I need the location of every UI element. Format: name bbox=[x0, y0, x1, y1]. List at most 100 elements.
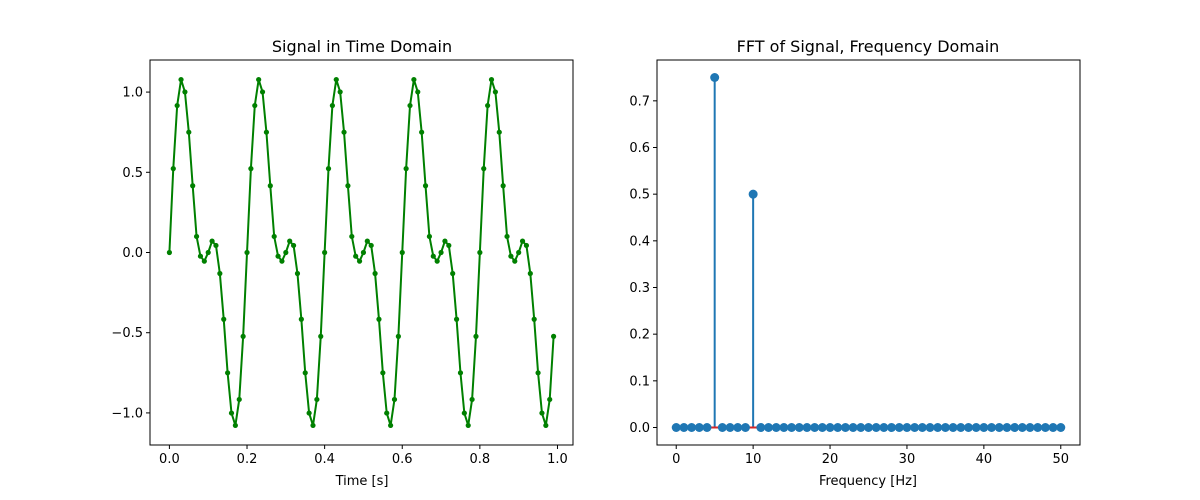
fft-stem-marker bbox=[810, 423, 820, 432]
time-y-tick-label: −1.0 bbox=[111, 406, 143, 421]
time-y-tick-label: −0.5 bbox=[111, 326, 143, 341]
fft-stem-marker bbox=[771, 423, 781, 432]
fft-stem-marker bbox=[902, 423, 912, 432]
time-signal-point bbox=[174, 102, 180, 109]
fft-y-tick-label: 0.2 bbox=[629, 328, 650, 343]
time-signal-point bbox=[267, 183, 273, 189]
time-signal-point bbox=[279, 258, 285, 264]
fft-stem-marker bbox=[825, 423, 835, 432]
time-signal-point bbox=[310, 422, 316, 429]
time-signal-point bbox=[228, 410, 235, 416]
fft-stem-marker bbox=[733, 423, 743, 432]
fft-x-tick-label: 0 bbox=[672, 452, 680, 467]
time-signal-point bbox=[504, 233, 510, 240]
time-signal-point bbox=[287, 238, 293, 244]
time-signal-point bbox=[384, 410, 390, 416]
fft-stem-marker bbox=[963, 423, 973, 432]
time-signal-point bbox=[481, 166, 487, 172]
fft-stem-marker bbox=[840, 423, 850, 432]
time-signal-point bbox=[426, 233, 433, 240]
time-signal-point bbox=[461, 410, 467, 416]
fft-stem-marker bbox=[994, 423, 1004, 432]
time-y-tick-label: 1.0 bbox=[122, 86, 143, 101]
fft-stem-marker bbox=[987, 423, 997, 432]
time-signal-point bbox=[446, 242, 452, 249]
time-signal-point bbox=[477, 249, 483, 256]
time-signal-point bbox=[535, 370, 541, 376]
time-signal-point bbox=[225, 370, 231, 376]
time-signal-point bbox=[450, 270, 456, 277]
time-signal-point bbox=[248, 166, 254, 172]
fft-stem-marker bbox=[917, 423, 927, 432]
fft-stem-marker bbox=[910, 423, 920, 432]
time-signal-point bbox=[368, 242, 374, 249]
fft-stem-marker bbox=[925, 423, 935, 432]
time-signal-point bbox=[221, 316, 227, 322]
time-signal-point bbox=[325, 166, 332, 172]
fft-stem-marker bbox=[1010, 423, 1020, 432]
time-signal-point bbox=[252, 102, 258, 109]
frequency-domain-chart: FFT of Signal, Frequency Domain 0 10 20 30 4… bbox=[629, 37, 1081, 489]
time-signal-point bbox=[419, 129, 425, 135]
time-signal-point bbox=[314, 396, 320, 403]
time-signal-point bbox=[236, 396, 242, 403]
time-signal-point bbox=[547, 396, 553, 403]
fft-stem-marker bbox=[764, 423, 774, 432]
time-signal-point bbox=[442, 238, 448, 244]
time-signal-point bbox=[496, 129, 502, 135]
time-signal-point bbox=[205, 249, 211, 256]
fft-stem-marker bbox=[887, 423, 897, 432]
time-signal-point bbox=[190, 183, 196, 189]
time-signal-point bbox=[422, 183, 429, 189]
time-signal-point bbox=[485, 102, 491, 109]
time-signal-point bbox=[356, 258, 363, 264]
time-signal-point bbox=[500, 183, 506, 189]
fft-stem-marker bbox=[1056, 423, 1066, 432]
fft-stem-marker bbox=[740, 423, 750, 432]
fft-stem-marker bbox=[848, 423, 858, 432]
time-y-tick-label: 0.0 bbox=[122, 246, 143, 261]
fft-y-tick-label: 0.6 bbox=[629, 141, 650, 156]
time-signal-point bbox=[465, 422, 471, 429]
time-x-tick-label: 0.6 bbox=[392, 452, 413, 467]
fft-x-tick-label: 30 bbox=[899, 452, 916, 467]
fft-x-tick-label: 20 bbox=[822, 452, 839, 467]
fft-y-tick-label: 0.0 bbox=[629, 421, 650, 436]
time-signal-point bbox=[391, 396, 398, 403]
time-signal-point bbox=[170, 166, 176, 172]
time-signal-point bbox=[434, 258, 440, 264]
time-signal-point bbox=[166, 249, 173, 256]
time-signal-point bbox=[543, 422, 549, 429]
fft-stem-marker bbox=[756, 423, 766, 432]
time-signal-point bbox=[372, 270, 378, 277]
time-signal-line bbox=[168, 78, 555, 427]
time-signal-point bbox=[283, 249, 289, 256]
time-signal-point bbox=[240, 333, 246, 339]
time-signal-point bbox=[492, 89, 498, 95]
time-signal-point bbox=[438, 249, 444, 256]
fft-stem-marker bbox=[864, 423, 873, 432]
time-signal-point bbox=[508, 253, 514, 259]
fft-x-axis-label: Frequency [Hz] bbox=[819, 474, 917, 489]
time-signal-point bbox=[197, 253, 204, 259]
fft-stem-marker bbox=[702, 423, 712, 432]
time-signal-point bbox=[275, 253, 281, 259]
fft-stem-marker bbox=[948, 423, 958, 432]
fft-stem-marker bbox=[710, 73, 720, 82]
time-signal-point bbox=[201, 258, 207, 264]
time-signal-point bbox=[244, 249, 250, 256]
fft-stem-marker bbox=[971, 423, 981, 432]
time-signal-point bbox=[415, 89, 421, 95]
fft-stem-marker bbox=[817, 423, 827, 432]
time-signal-point bbox=[290, 242, 297, 249]
time-signal-point bbox=[531, 316, 537, 322]
time-axes-frame bbox=[149, 59, 574, 446]
fft-x-tick-label: 10 bbox=[745, 452, 762, 467]
time-signal-point bbox=[380, 370, 386, 376]
time-signal-point bbox=[302, 370, 308, 376]
fft-stem-marker bbox=[794, 423, 804, 432]
time-signal-point bbox=[512, 258, 518, 264]
fft-stem-marker bbox=[933, 423, 943, 432]
time-signal-point bbox=[473, 333, 479, 339]
